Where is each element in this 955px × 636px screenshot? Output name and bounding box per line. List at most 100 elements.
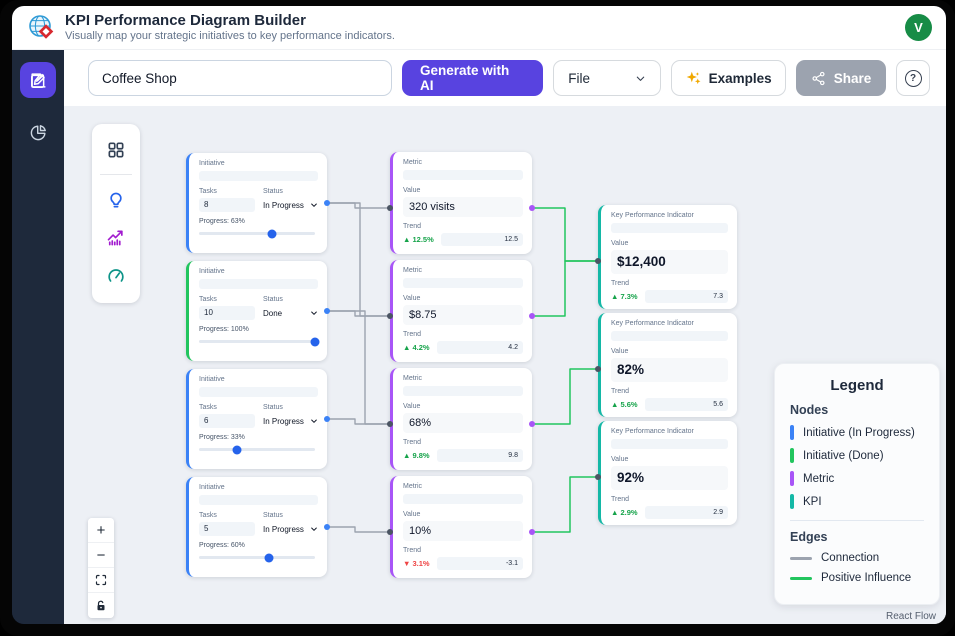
chevron-down-icon	[311, 527, 317, 532]
fit-view-button[interactable]	[88, 568, 114, 593]
file-menu-button[interactable]: File	[553, 60, 661, 96]
metric-node-1[interactable]: Metric Value 320 visits Trend ▲ 12.5% 12…	[390, 152, 532, 254]
trend-label: Trend	[403, 547, 422, 554]
bulb-icon	[110, 192, 122, 208]
initiative-title-input[interactable]	[199, 279, 318, 289]
metric-node-4[interactable]: Metric Value 10% Trend ▼ 3.1% -3.1	[390, 476, 532, 578]
sidebar-item-analytics[interactable]	[20, 114, 56, 150]
metric-title-input[interactable]	[403, 170, 523, 180]
examples-button[interactable]: Examples	[670, 60, 786, 96]
share-label: Share	[833, 70, 872, 86]
kpi-value-input[interactable]: 82%	[611, 358, 728, 382]
layout-grid-button[interactable]	[99, 133, 133, 167]
legend-item: Initiative (In Progress)	[790, 425, 924, 440]
chevron-down-icon	[636, 76, 644, 81]
tasks-input[interactable]: 10	[199, 306, 255, 320]
react-flow-attribution[interactable]: React Flow	[885, 611, 936, 622]
value-label: Value	[403, 511, 421, 518]
initiative-node-2[interactable]: Initiative Tasks 10 Status Done	[186, 261, 327, 361]
progress-slider[interactable]	[199, 445, 315, 454]
project-name-input[interactable]	[88, 60, 392, 96]
progress-slider[interactable]	[199, 553, 315, 562]
trend-value-input[interactable]: 9.8	[436, 449, 523, 462]
trend-badge: ▲ 2.9%	[611, 508, 638, 517]
app-header: KPI Performance Diagram Builder Visually…	[12, 6, 946, 50]
tasks-input[interactable]: 8	[199, 198, 255, 212]
tasks-label: Tasks	[199, 188, 217, 195]
add-metric-button[interactable]	[99, 221, 133, 255]
share-icon	[812, 71, 825, 85]
metric-node-2[interactable]: Metric Value $8.75 Trend ▲ 4.2% 4.2	[390, 260, 532, 362]
metric-title-input[interactable]	[403, 386, 523, 396]
trend-value-input[interactable]: 12.5	[440, 233, 523, 246]
legend-item: KPI	[790, 494, 924, 509]
progress-slider-thumb[interactable]	[310, 337, 320, 346]
progress-slider-thumb[interactable]	[232, 445, 242, 454]
app-logo-icon	[29, 15, 54, 39]
palette-divider	[100, 174, 132, 175]
node-palette	[92, 124, 140, 303]
kpi-title-input[interactable]	[611, 439, 728, 449]
initiative-node-4[interactable]: Initiative Tasks 5 Status In Progress	[186, 477, 327, 577]
status-select[interactable]: In Progress	[263, 198, 318, 212]
toolbar: Generate with AI File Examples	[64, 50, 946, 106]
initiative-title-input[interactable]	[199, 495, 318, 505]
trend-value-input[interactable]: 2.9	[644, 506, 728, 519]
user-avatar[interactable]: V	[905, 14, 932, 41]
trend-value-input[interactable]: 5.6	[644, 398, 728, 411]
metric-node-3[interactable]: Metric Value 68% Trend ▲ 9.8% 9.8	[390, 368, 532, 470]
value-label: Value	[403, 187, 421, 194]
trend-badge: ▲ 7.3%	[611, 292, 638, 301]
tasks-input[interactable]: 5	[199, 522, 255, 536]
metric-title-input[interactable]	[403, 494, 523, 504]
trend-value-input[interactable]: -3.1	[436, 557, 523, 570]
kpi-title-input[interactable]	[611, 223, 728, 233]
kpi-node-2[interactable]: Key Performance Indicator Value 82% Tren…	[598, 313, 737, 417]
zoom-in-button[interactable]: +	[88, 518, 114, 543]
kpi-title-input[interactable]	[611, 331, 728, 341]
progress-slider-thumb[interactable]	[264, 553, 274, 562]
metric-value-input[interactable]: 68%	[403, 413, 523, 433]
pie-chart-icon	[30, 124, 46, 140]
trend-label: Trend	[611, 496, 630, 503]
initiative-title-input[interactable]	[199, 387, 318, 397]
metric-title-input[interactable]	[403, 278, 523, 288]
progress-slider-thumb[interactable]	[267, 229, 277, 238]
lock-interactivity-button[interactable]	[88, 593, 114, 618]
add-initiative-button[interactable]	[99, 183, 133, 217]
node-type-label: Key Performance Indicator	[611, 212, 694, 219]
initiative-node-3[interactable]: Initiative Tasks 6 Status In Progress	[186, 369, 327, 469]
add-kpi-button[interactable]	[99, 259, 133, 293]
diagram-canvas[interactable]: Initiative Tasks 8 Status In Progress	[64, 106, 946, 624]
sparkles-icon	[686, 71, 701, 84]
kpi-value-input[interactable]: $12,400	[611, 250, 728, 274]
status-select[interactable]: In Progress	[263, 522, 318, 536]
trend-value-input[interactable]: 7.3	[644, 290, 728, 303]
initiative-node-1[interactable]: Initiative Tasks 8 Status In Progress	[186, 153, 327, 253]
kpi-value-input[interactable]: 92%	[611, 466, 728, 490]
progress-label: Progress: 33%	[199, 434, 245, 441]
kpi-node-1[interactable]: Key Performance Indicator Value $12,400 …	[598, 205, 737, 309]
header-titles: KPI Performance Diagram Builder Visually…	[65, 12, 395, 43]
legend-nodes-header: Nodes	[790, 403, 829, 417]
help-button[interactable]: ?	[896, 60, 930, 96]
zoom-out-button[interactable]: −	[88, 543, 114, 568]
metric-value-input[interactable]: 320 visits	[403, 197, 523, 217]
metric-value-input[interactable]: 10%	[403, 521, 523, 541]
trend-badge: ▼ 3.1%	[403, 559, 430, 568]
generate-with-ai-button[interactable]: Generate with AI	[401, 60, 544, 96]
trend-value-input[interactable]: 4.2	[436, 341, 523, 354]
status-select[interactable]: In Progress	[263, 414, 318, 428]
metric-value-input[interactable]: $8.75	[403, 305, 523, 325]
sidebar-item-editor[interactable]	[20, 62, 56, 98]
progress-slider[interactable]	[199, 229, 315, 238]
tasks-input[interactable]: 6	[199, 414, 255, 428]
kpi-node-3[interactable]: Key Performance Indicator Value 92% Tren…	[598, 421, 737, 525]
legend-edges-header: Edges	[790, 530, 828, 544]
share-button[interactable]: Share	[795, 60, 887, 96]
progress-slider[interactable]	[199, 337, 320, 346]
status-select[interactable]: Done	[263, 306, 318, 320]
node-type-label: Initiative	[199, 376, 225, 383]
initiative-title-input[interactable]	[199, 171, 318, 181]
